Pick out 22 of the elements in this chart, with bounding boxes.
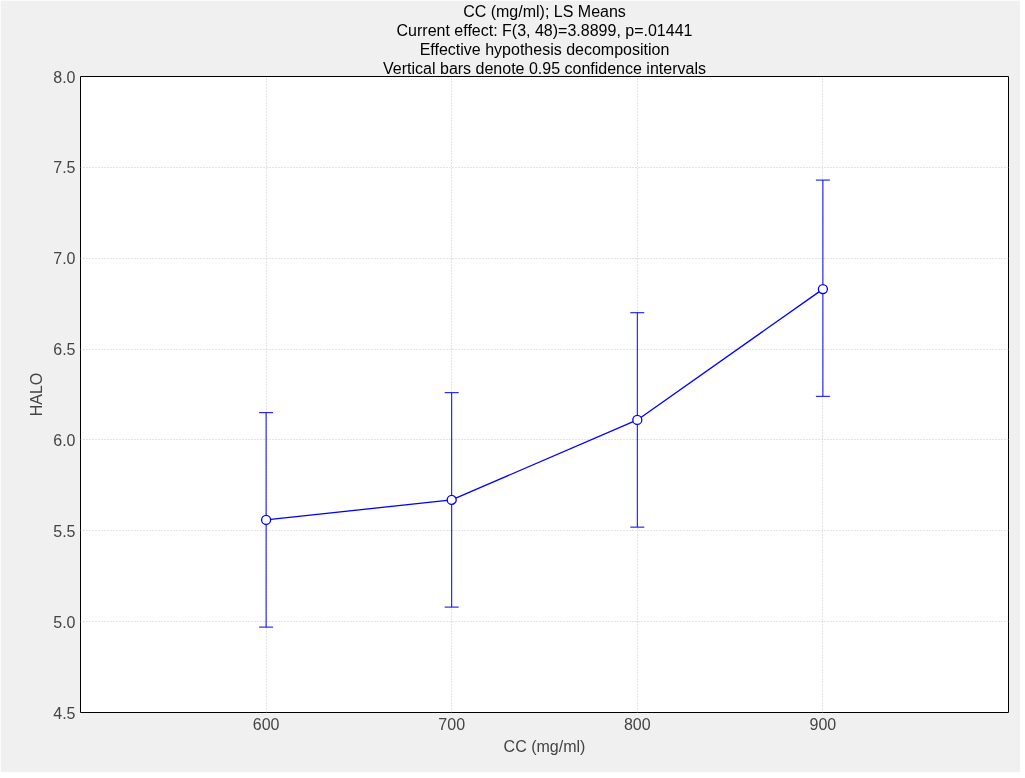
x-tick-label: 700 (438, 715, 466, 733)
text: Vertical bars denote 0.95 confidence intervals (383, 59, 706, 77)
x-axis-title: CC (mg/ml) (503, 737, 586, 755)
text: Effective hypothesis decomposition (419, 40, 670, 58)
chart-title: CC (mg/ml); LS Means (463, 2, 626, 20)
y-tick-label: 5.5 (53, 522, 76, 540)
y-tick-label: 4.5 (53, 704, 76, 722)
y-tick-label: 5.0 (53, 613, 76, 631)
y-tick-label: 7.0 (53, 250, 76, 268)
point (632, 414, 643, 426)
x-tick-label: 900 (809, 715, 837, 733)
point (817, 283, 829, 295)
y-axis-title: HALO (28, 372, 46, 417)
point (446, 494, 457, 506)
y-tick-label: 8.0 (53, 68, 76, 86)
y-tick-label: 6.5 (53, 341, 76, 359)
point (260, 514, 272, 526)
y-tick-label: 6.0 (53, 431, 76, 449)
text: Current effect: F(3, 48)=3.8899, p=.01441 (396, 21, 693, 39)
y-tick-label: 7.5 (53, 159, 76, 177)
x-tick-label: 600 (252, 715, 280, 733)
x-tick-label: 800 (623, 715, 651, 733)
